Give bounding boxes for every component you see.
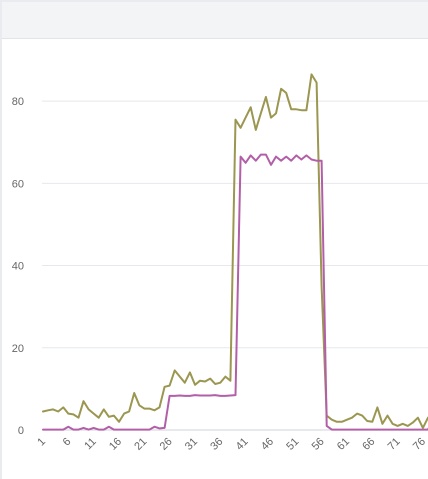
y-tick-label: 80 [12,96,24,108]
panel-header [2,2,428,39]
x-tick-label: 61 [335,436,352,453]
x-tick-label: 41 [234,436,251,453]
x-tick-label: 11 [82,436,99,453]
series-line-1 [42,73,428,429]
x-tick-label: 56 [310,436,327,453]
x-tick-label: 66 [360,436,377,453]
y-axis: 0 20 40 60 80 [12,96,24,437]
x-tick-label: 26 [158,436,175,453]
y-tick-label: 40 [12,261,24,273]
x-axis: 1 6 11 16 21 26 31 36 41 46 51 56 61 66 71 76 [35,436,428,453]
x-tick-label: 6 [61,436,74,449]
y-tick-label: 60 [12,178,24,190]
x-tick-label: 21 [132,436,149,453]
chart-panel: 0 20 40 60 80 1 6 11 16 21 26 31 36 41 46 51 56 61 66 71 76 [2,39,428,479]
y-tick-label: 20 [12,343,24,355]
x-tick-label: 1 [35,436,48,449]
x-tick-label: 31 [183,436,200,453]
x-tick-label: 76 [411,436,428,453]
series-line-2 [42,153,428,431]
x-tick-label: 16 [107,436,124,453]
x-tick-label: 71 [386,436,403,453]
y-tick-label: 0 [18,425,24,437]
series-group [42,73,428,431]
x-tick-label: 51 [284,436,301,453]
x-tick-label: 36 [208,436,225,453]
x-tick-label: 46 [259,436,276,453]
